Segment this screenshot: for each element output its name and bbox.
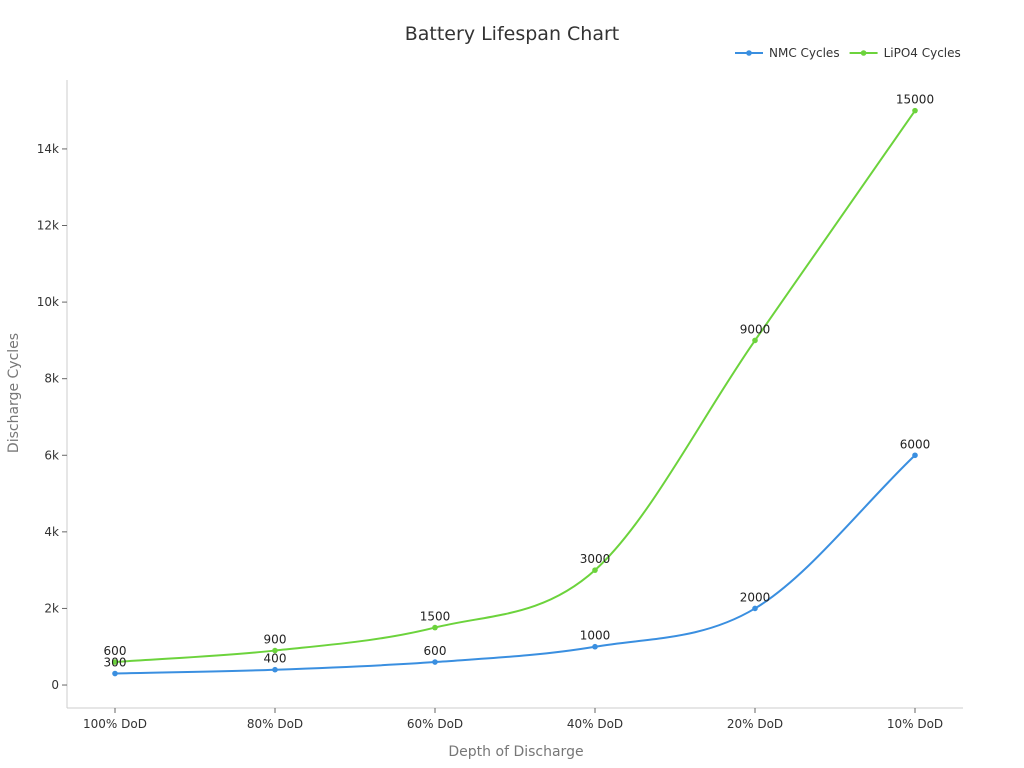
y-axis-title: Discharge Cycles (6, 333, 22, 453)
y-tick-label: 14k (37, 142, 59, 156)
legend-item-nmc-cycles[interactable]: NMC Cycles (735, 46, 840, 60)
data-point-lipo4-cycles (912, 107, 918, 114)
series-layer (112, 107, 918, 677)
y-tick-label: 6k (44, 448, 59, 462)
data-point-nmc-cycles (432, 659, 438, 665)
data-label-nmc-cycles: 300 (104, 656, 127, 670)
data-point-nmc-cycles (912, 452, 918, 459)
data-label-nmc-cycles: 1000 (580, 629, 611, 643)
axes: 0 2k 4k 6k 8k 10k 12k 14k 100% DoD 80% DoD 60% DoD… (37, 80, 963, 731)
data-label-nmc-cycles: 6000 (900, 437, 931, 451)
legend-label: NMC Cycles (769, 46, 840, 60)
data-point-nmc-cycles (112, 670, 118, 677)
data-label-lipo4-cycles: 900 (264, 633, 287, 647)
legend-item-lipo4-cycles[interactable]: LiPO4 Cycles (849, 46, 961, 60)
data-label-lipo4-cycles: 1500 (420, 610, 451, 624)
x-tick-label: 80% DoD (247, 717, 303, 731)
y-tick-label: 2k (44, 601, 59, 615)
legend[interactable]: NMC Cycles LiPO4 Cycles (735, 46, 961, 60)
legend-swatch-marker (860, 50, 867, 56)
y-tick-label: 4k (44, 525, 59, 539)
x-tick-label: 100% DoD (83, 717, 147, 731)
data-point-lipo4-cycles (432, 624, 438, 631)
data-label-lipo4-cycles: 600 (104, 644, 127, 658)
data-point-lipo4-cycles (592, 567, 598, 573)
data-point-lipo4-cycles (112, 659, 118, 665)
data-label-lipo4-cycles: 15000 (896, 93, 934, 107)
legend-label: LiPO4 Cycles (884, 46, 961, 60)
data-label-lipo4-cycles: 3000 (580, 552, 611, 566)
legend-swatch-marker (746, 50, 752, 56)
y-tick-label: 8k (44, 372, 59, 386)
x-tick-label: 20% DoD (727, 717, 783, 731)
data-label-lipo4-cycles: 9000 (740, 322, 771, 336)
x-axis-title: Depth of Discharge (448, 744, 583, 760)
x-tick-label: 10% DoD (887, 717, 943, 731)
data-label-nmc-cycles: 400 (264, 652, 287, 666)
y-tick-label: 10k (37, 295, 59, 309)
data-labels: 300 400 600 1000 2000 6000 600 900 1500 3000 9000 1… (104, 93, 935, 670)
y-tick-label: 0 (51, 678, 59, 692)
data-point-nmc-cycles (752, 605, 758, 612)
data-point-lipo4-cycles (272, 647, 278, 654)
x-tick-label: 60% DoD (407, 717, 463, 731)
data-label-nmc-cycles: 2000 (740, 590, 771, 604)
data-point-lipo4-cycles (752, 337, 758, 344)
data-label-nmc-cycles: 600 (424, 644, 447, 658)
x-tick-label: 40% DoD (567, 717, 623, 731)
data-point-nmc-cycles (592, 643, 598, 650)
y-tick-label: 12k (37, 219, 59, 233)
series-line-nmc-cycles (114, 454, 916, 675)
data-point-nmc-cycles (272, 666, 278, 673)
chart-title: Battery Lifespan Chart (405, 23, 620, 45)
